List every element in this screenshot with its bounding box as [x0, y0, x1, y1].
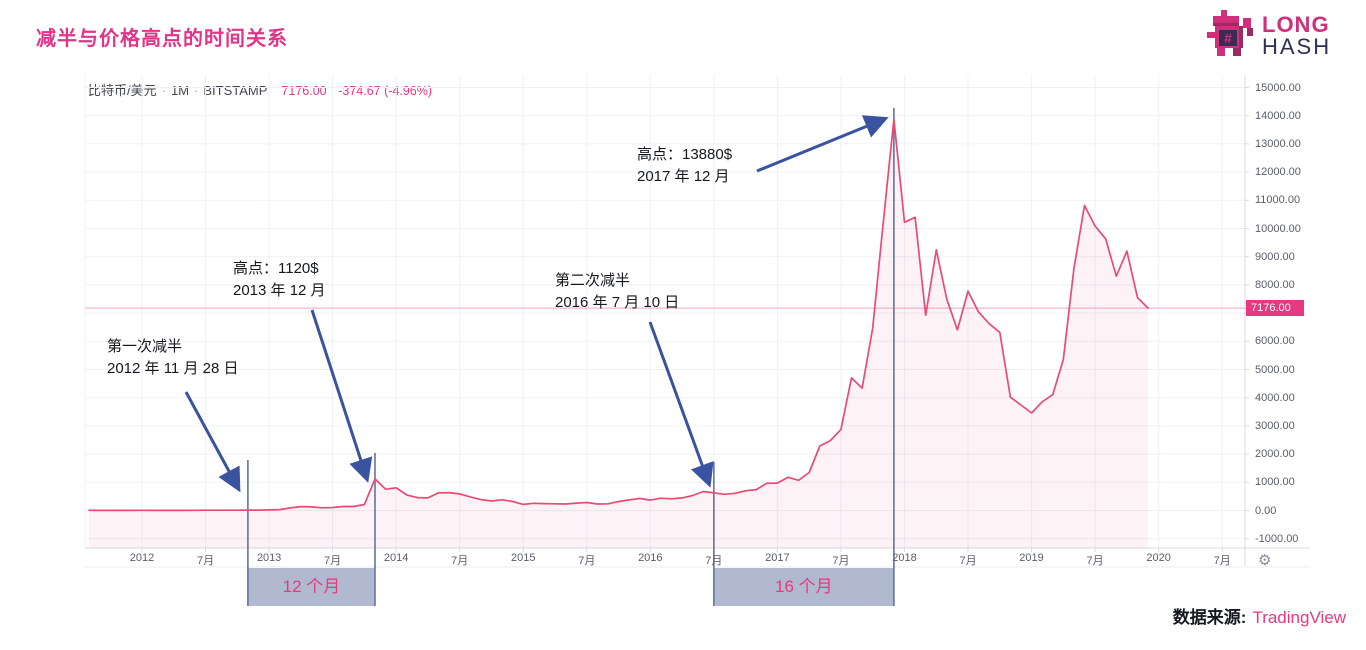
price-tick-label: 6000.00 — [1255, 335, 1295, 348]
price-tick-label: 12000.00 — [1255, 166, 1301, 179]
time-tick-label: 2020 — [1146, 552, 1171, 564]
span-label-12-months: 12 个月 — [282, 577, 341, 596]
price-tick-label: 8000.00 — [1255, 278, 1295, 291]
time-tick-label: 2014 — [383, 552, 409, 564]
price-tick-label: 14000.00 — [1255, 109, 1301, 122]
annotation-high-2017: 高点：13880$ 2017 年 12 月 — [637, 144, 732, 188]
exchange-label: BITSTAMP — [203, 83, 268, 98]
time-tick-label: 2012 — [129, 552, 155, 564]
time-tick-label: 7月 — [451, 555, 469, 567]
price-tick-label: 0.00 — [1255, 504, 1277, 517]
time-tick-label: 2015 — [510, 552, 536, 564]
annotation-second-halving: 第二次减半 2016 年 7 月 10 日 — [555, 270, 679, 314]
logo-hash-glyph: # — [1224, 30, 1232, 46]
time-tick-label: 7月 — [832, 555, 850, 567]
annotation-title: 第二次减半 — [555, 272, 631, 289]
price-tick-label: 11000.00 — [1255, 194, 1301, 207]
source-link: TradingView — [1252, 608, 1346, 627]
axis-settings-gear-icon[interactable]: ⚙ — [1258, 552, 1272, 569]
time-tick-label: 2018 — [892, 552, 917, 564]
logo-word-hash: HASH — [1262, 34, 1332, 59]
longhash-logo: # LONG HASH — [1203, 10, 1331, 62]
price-tick-label: 4000.00 — [1255, 391, 1295, 404]
span-band-0 — [247, 568, 375, 606]
page-title: 减半与价格高点的时间关系 — [36, 28, 288, 50]
time-tick-label: 7月 — [959, 555, 977, 567]
annotation-high-2013: 高点：1120$ 2013 年 12 月 — [233, 258, 326, 302]
annotation-date: 2017 年 12 月 — [637, 168, 730, 185]
annotation-date: 2012 年 11 月 28 日 — [107, 360, 239, 377]
data-source-credit: 数据来源: TradingView — [1173, 606, 1346, 630]
annotation-title: 高点：1120$ — [233, 260, 319, 277]
price-tick-label: 9000.00 — [1255, 250, 1295, 263]
grid-lines — [84, 75, 1245, 548]
time-tick-label: 7月 — [324, 555, 342, 567]
price-tick-label: 15000.00 — [1255, 81, 1301, 94]
time-tick-label: 7月 — [196, 555, 215, 567]
price-tick-label: 3000.00 — [1255, 419, 1295, 432]
annotation-date: 2016 年 7 月 10 日 — [555, 294, 680, 311]
annotation-title: 高点：13880$ — [637, 146, 733, 163]
price-tick-label: 10000.00 — [1255, 222, 1301, 235]
price-tick-label: 1000.00 — [1255, 476, 1295, 489]
symbol-name: 比特币/美元 — [88, 83, 157, 98]
price-tick-label: 5000.00 — [1255, 363, 1295, 376]
time-tick-label: 2017 — [765, 552, 790, 564]
annotation-title: 第一次减半 — [107, 338, 183, 355]
price-tick-label: 13000.00 — [1255, 137, 1301, 150]
span-band-1 — [713, 568, 894, 606]
time-tick-label: 2019 — [1019, 552, 1044, 564]
separator-dot: · — [194, 83, 199, 98]
annotation-arrow-0 — [184, 391, 241, 493]
logo-word-long: LONG — [1262, 12, 1330, 37]
price-tick-label: -1000.00 — [1255, 532, 1299, 545]
source-label: 数据来源: — [1172, 608, 1247, 627]
time-tick-label: 2016 — [638, 552, 663, 564]
time-tick-label: 7月 — [705, 555, 723, 567]
span-label-16-months: 16 个月 — [775, 577, 833, 596]
annotation-first-halving: 第一次减半 2012 年 11 月 28 日 — [107, 336, 238, 380]
current-price-tag: 7176.00 — [1246, 300, 1304, 317]
price-tick-label: 2000.00 — [1255, 448, 1295, 461]
time-tick-label: 7月 — [1213, 555, 1231, 567]
longhash-dino-icon: # — [1207, 10, 1253, 56]
annotation-arrow-1 — [310, 309, 373, 483]
time-tick-label: 2013 — [256, 552, 282, 564]
annotation-arrow-2 — [648, 321, 714, 488]
time-tick-label: 7月 — [1086, 555, 1104, 567]
annotation-date: 2013 年 12 月 — [233, 282, 326, 299]
time-tick-label: 7月 — [578, 555, 596, 567]
annotation-arrow-3 — [756, 115, 889, 173]
interval-label: 1M — [170, 83, 190, 98]
separator-dot: · — [161, 83, 166, 98]
